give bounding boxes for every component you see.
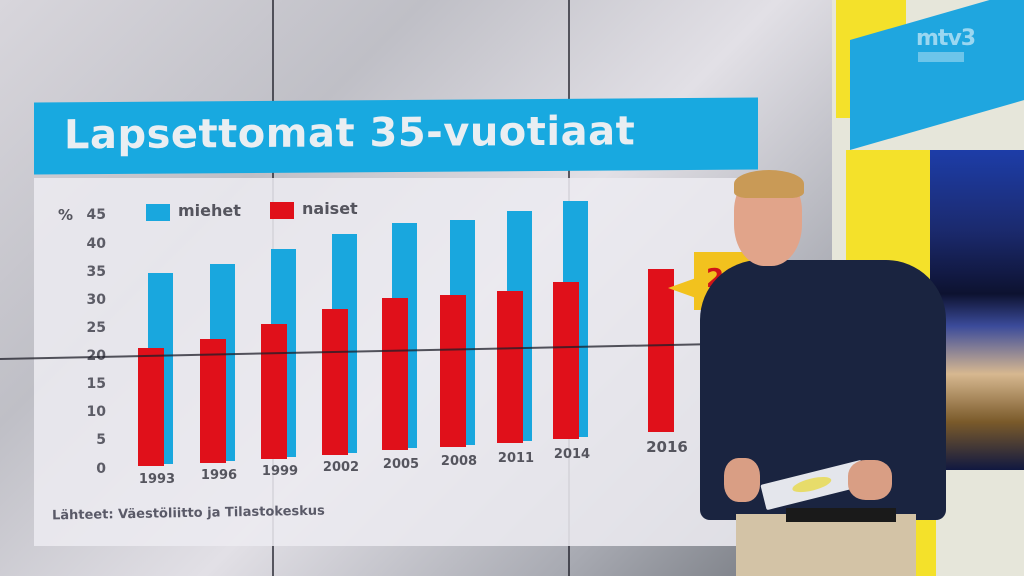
legend-label-miehet: miehet — [178, 201, 241, 220]
bar-naiset-2005 — [382, 298, 408, 450]
channel-logo-sub — [918, 52, 964, 62]
x-axis-label: 2008 — [440, 454, 478, 469]
bar-naiset-2008 — [440, 295, 466, 447]
presenter-belt — [786, 508, 896, 522]
x-axis-label: 2011 — [497, 451, 535, 466]
x-axis-label: 2014 — [553, 447, 591, 462]
bar-naiset-2002 — [322, 308, 348, 455]
bar-naiset-1996 — [200, 339, 226, 463]
presenter — [690, 168, 960, 576]
x-axis-label: 2005 — [382, 457, 420, 472]
bar-naiset-2014 — [553, 281, 579, 439]
bar-naiset-1993 — [138, 347, 164, 466]
x-axis-label: 2002 — [322, 460, 360, 475]
y-axis-unit: % — [58, 206, 74, 224]
y-tick: 5 — [96, 432, 106, 448]
channel-logo: mtv3 — [916, 26, 976, 51]
y-tick: 0 — [96, 461, 106, 477]
title-bar: Lapsettomat 35-vuotiaat — [34, 97, 758, 175]
presenter-hand — [724, 458, 760, 502]
notes-logo — [790, 473, 833, 496]
y-tick: 45 — [86, 207, 106, 223]
y-tick: 30 — [86, 292, 106, 308]
x-axis-label: 1996 — [200, 468, 238, 483]
legend-label-naiset: naiset — [302, 199, 358, 218]
presenter-trousers — [736, 514, 916, 576]
legend-swatch-naiset — [270, 202, 294, 219]
presenter-hair — [734, 170, 804, 198]
bar-naiset-1999 — [261, 324, 287, 459]
y-tick: 40 — [86, 236, 106, 252]
y-tick: 10 — [86, 404, 106, 420]
y-tick: 15 — [86, 376, 106, 392]
y-tick: 35 — [86, 264, 106, 280]
x-axis-label: 2016 — [646, 438, 688, 456]
chart-title: Lapsettomat 35-vuotiaat — [64, 108, 636, 159]
legend-swatch-miehet — [146, 204, 170, 221]
presenter-hand — [848, 460, 892, 500]
x-axis-label: 1999 — [261, 464, 299, 479]
callout-pointer — [668, 278, 696, 298]
bar-naiset-2011 — [497, 291, 523, 443]
x-axis-label: 1993 — [138, 472, 176, 487]
y-tick: 25 — [86, 320, 106, 336]
